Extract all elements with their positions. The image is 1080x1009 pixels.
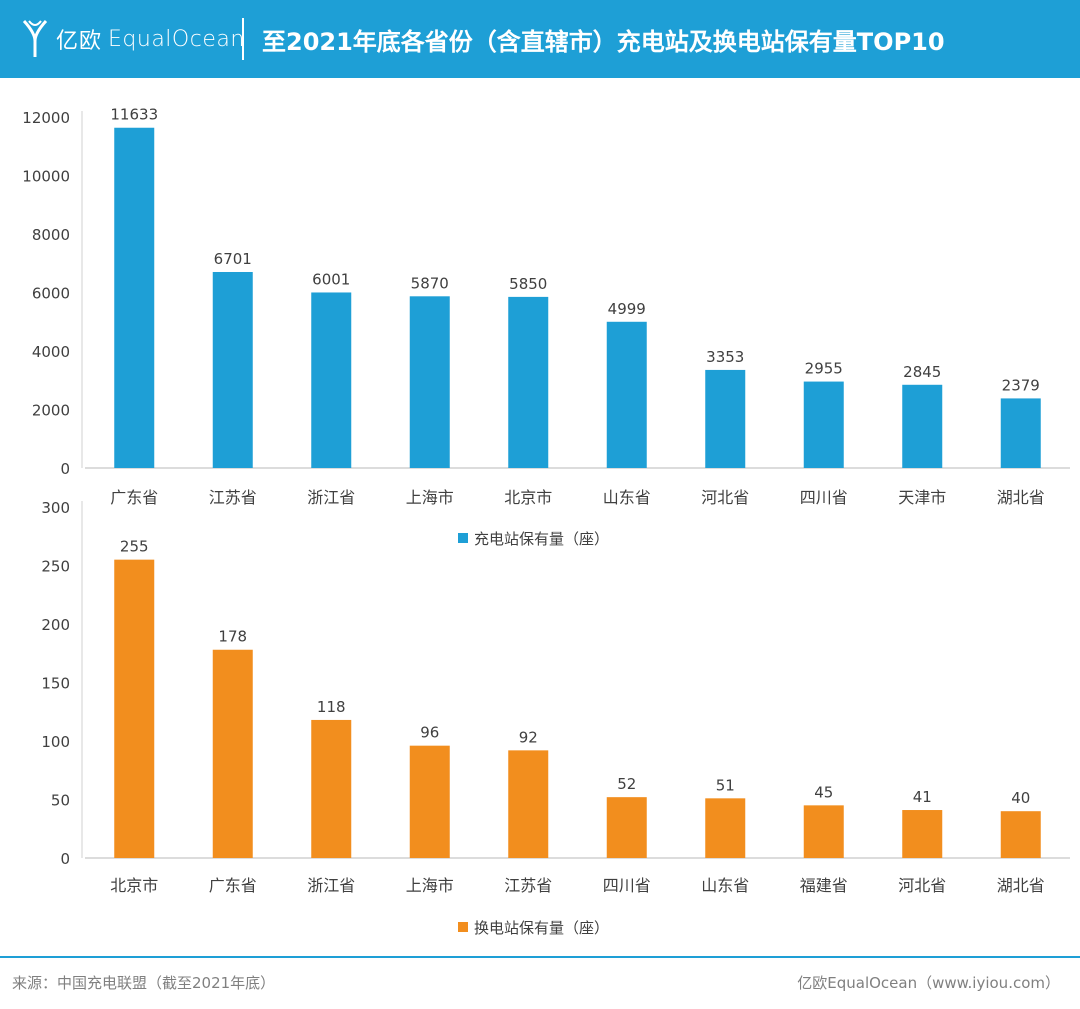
top-data-label: 4999: [608, 300, 646, 318]
header-banner: 亿欧 EqualOcean 至2021年底各省份（含直辖市）充电站及换电站保有量…: [0, 0, 1080, 78]
bottom-data-label: 45: [814, 783, 833, 801]
charging-station-chart: 0 2000 4000 6000 8000 10000 12000 11633 广东省 6701 江…: [22, 106, 1070, 548]
top-x-tick-label: 广东省: [110, 488, 158, 507]
top-data-label: 3353: [706, 348, 744, 366]
top-y-tick-label: 8000: [32, 226, 70, 244]
brand-logo: 亿欧 EqualOcean: [22, 18, 245, 60]
top-bar: [114, 127, 155, 469]
top-bar: [705, 369, 746, 468]
top-bar: [902, 384, 943, 468]
top-y-tick-label: 6000: [32, 285, 70, 303]
top-data-label: 5850: [509, 275, 547, 293]
bottom-x-tick-label: 上海市: [406, 876, 454, 895]
bottom-bar: [1000, 811, 1041, 858]
bottom-bar: [705, 798, 746, 858]
equalocean-y-logo-icon: [22, 19, 48, 57]
bottom-bar: [409, 745, 450, 858]
bottom-legend-label: 换电站保有量（座）: [474, 919, 609, 937]
swapping-station-chart: 0 50 100 150 200 250 300 255 北京市 178 广东省 118 浙江省 96 上海…: [41, 499, 1070, 937]
top-data-label: 2955: [805, 360, 843, 378]
brand-name-cn: 亿欧: [56, 29, 103, 54]
top-bar: [311, 292, 352, 468]
bottom-x-tick-label: 北京市: [110, 876, 158, 895]
top-data-label: 2379: [1002, 376, 1040, 394]
top-bar: [508, 296, 549, 468]
bottom-data-label: 40: [1011, 789, 1030, 807]
bottom-bar: [212, 649, 253, 858]
bottom-x-tick-label: 广东省: [209, 876, 257, 895]
bottom-bar: [902, 810, 943, 858]
footer-divider: [0, 956, 1080, 958]
bottom-data-label: 51: [716, 776, 735, 794]
header-divider: [242, 18, 244, 60]
top-bar: [212, 271, 253, 468]
bottom-data-label: 118: [317, 698, 346, 716]
top-x-tick-label: 山东省: [603, 488, 651, 507]
bottom-bar: [803, 805, 844, 858]
brand-name-en: EqualOcean: [108, 26, 245, 52]
top-data-label: 2845: [903, 363, 941, 381]
top-y-tick-label: 12000: [22, 109, 70, 127]
top-legend-label: 充电站保有量（座）: [474, 530, 609, 548]
top-data-label: 5870: [411, 274, 449, 292]
credit-note: 亿欧EqualOcean（www.iyiou.com）: [797, 974, 1060, 992]
top-x-tick-label: 江苏省: [209, 488, 257, 507]
bottom-data-label: 178: [218, 628, 247, 646]
top-data-label: 6001: [312, 270, 350, 288]
bottom-data-label: 52: [617, 775, 636, 793]
bottom-bar: [114, 559, 155, 858]
bottom-legend-swatch: [458, 922, 468, 932]
bottom-bar: [508, 750, 549, 858]
top-x-tick-label: 四川省: [800, 488, 848, 507]
bottom-x-tick-label: 湖北省: [997, 876, 1045, 895]
bottom-x-tick-label: 福建省: [800, 876, 848, 895]
top-data-label: 6701: [214, 250, 252, 268]
bottom-y-tick-label: 250: [41, 558, 70, 576]
bottom-data-label: 41: [913, 788, 932, 806]
bottom-data-label: 255: [120, 538, 149, 556]
top-x-tick-label: 北京市: [504, 488, 552, 507]
bottom-y-tick-label: 150: [41, 675, 70, 693]
top-bar: [1000, 398, 1041, 468]
bottom-bar: [606, 797, 647, 858]
top-y-tick-label: 10000: [22, 168, 70, 186]
bottom-data-label: 92: [519, 728, 538, 746]
top-bar: [803, 381, 844, 468]
top-legend-swatch: [458, 533, 468, 543]
bottom-x-tick-label: 河北省: [898, 876, 946, 895]
top-data-label: 11633: [110, 106, 158, 124]
top-bar: [606, 321, 647, 468]
top-x-tick-label: 浙江省: [307, 488, 355, 507]
top-x-tick-label: 上海市: [406, 488, 454, 507]
top-x-tick-label: 河北省: [701, 488, 749, 507]
top-x-tick-label: 天津市: [898, 488, 946, 507]
top-y-tick-label: 4000: [32, 343, 70, 361]
bottom-bar: [311, 719, 352, 858]
bottom-x-tick-label: 江苏省: [504, 876, 552, 895]
bottom-x-tick-label: 四川省: [603, 876, 651, 895]
top-y-tick-label: 2000: [32, 402, 70, 420]
top-y-tick-label: 0: [60, 460, 70, 478]
bottom-x-tick-label: 浙江省: [307, 876, 355, 895]
bottom-y-tick-label: 100: [41, 733, 70, 751]
bottom-y-tick-label: 0: [60, 850, 70, 868]
chart-title: 至2021年底各省份（含直辖市）充电站及换电站保有量TOP10: [262, 28, 945, 56]
bottom-data-label: 96: [420, 724, 439, 742]
bottom-y-tick-label: 200: [41, 616, 70, 634]
top-bar: [409, 296, 450, 468]
bottom-y-tick-label: 300: [41, 499, 70, 517]
bottom-y-tick-label: 50: [51, 792, 70, 810]
bottom-x-tick-label: 山东省: [701, 876, 749, 895]
top-x-tick-label: 湖北省: [997, 488, 1045, 507]
source-note: 来源：中国充电联盟（截至2021年底）: [12, 974, 276, 992]
